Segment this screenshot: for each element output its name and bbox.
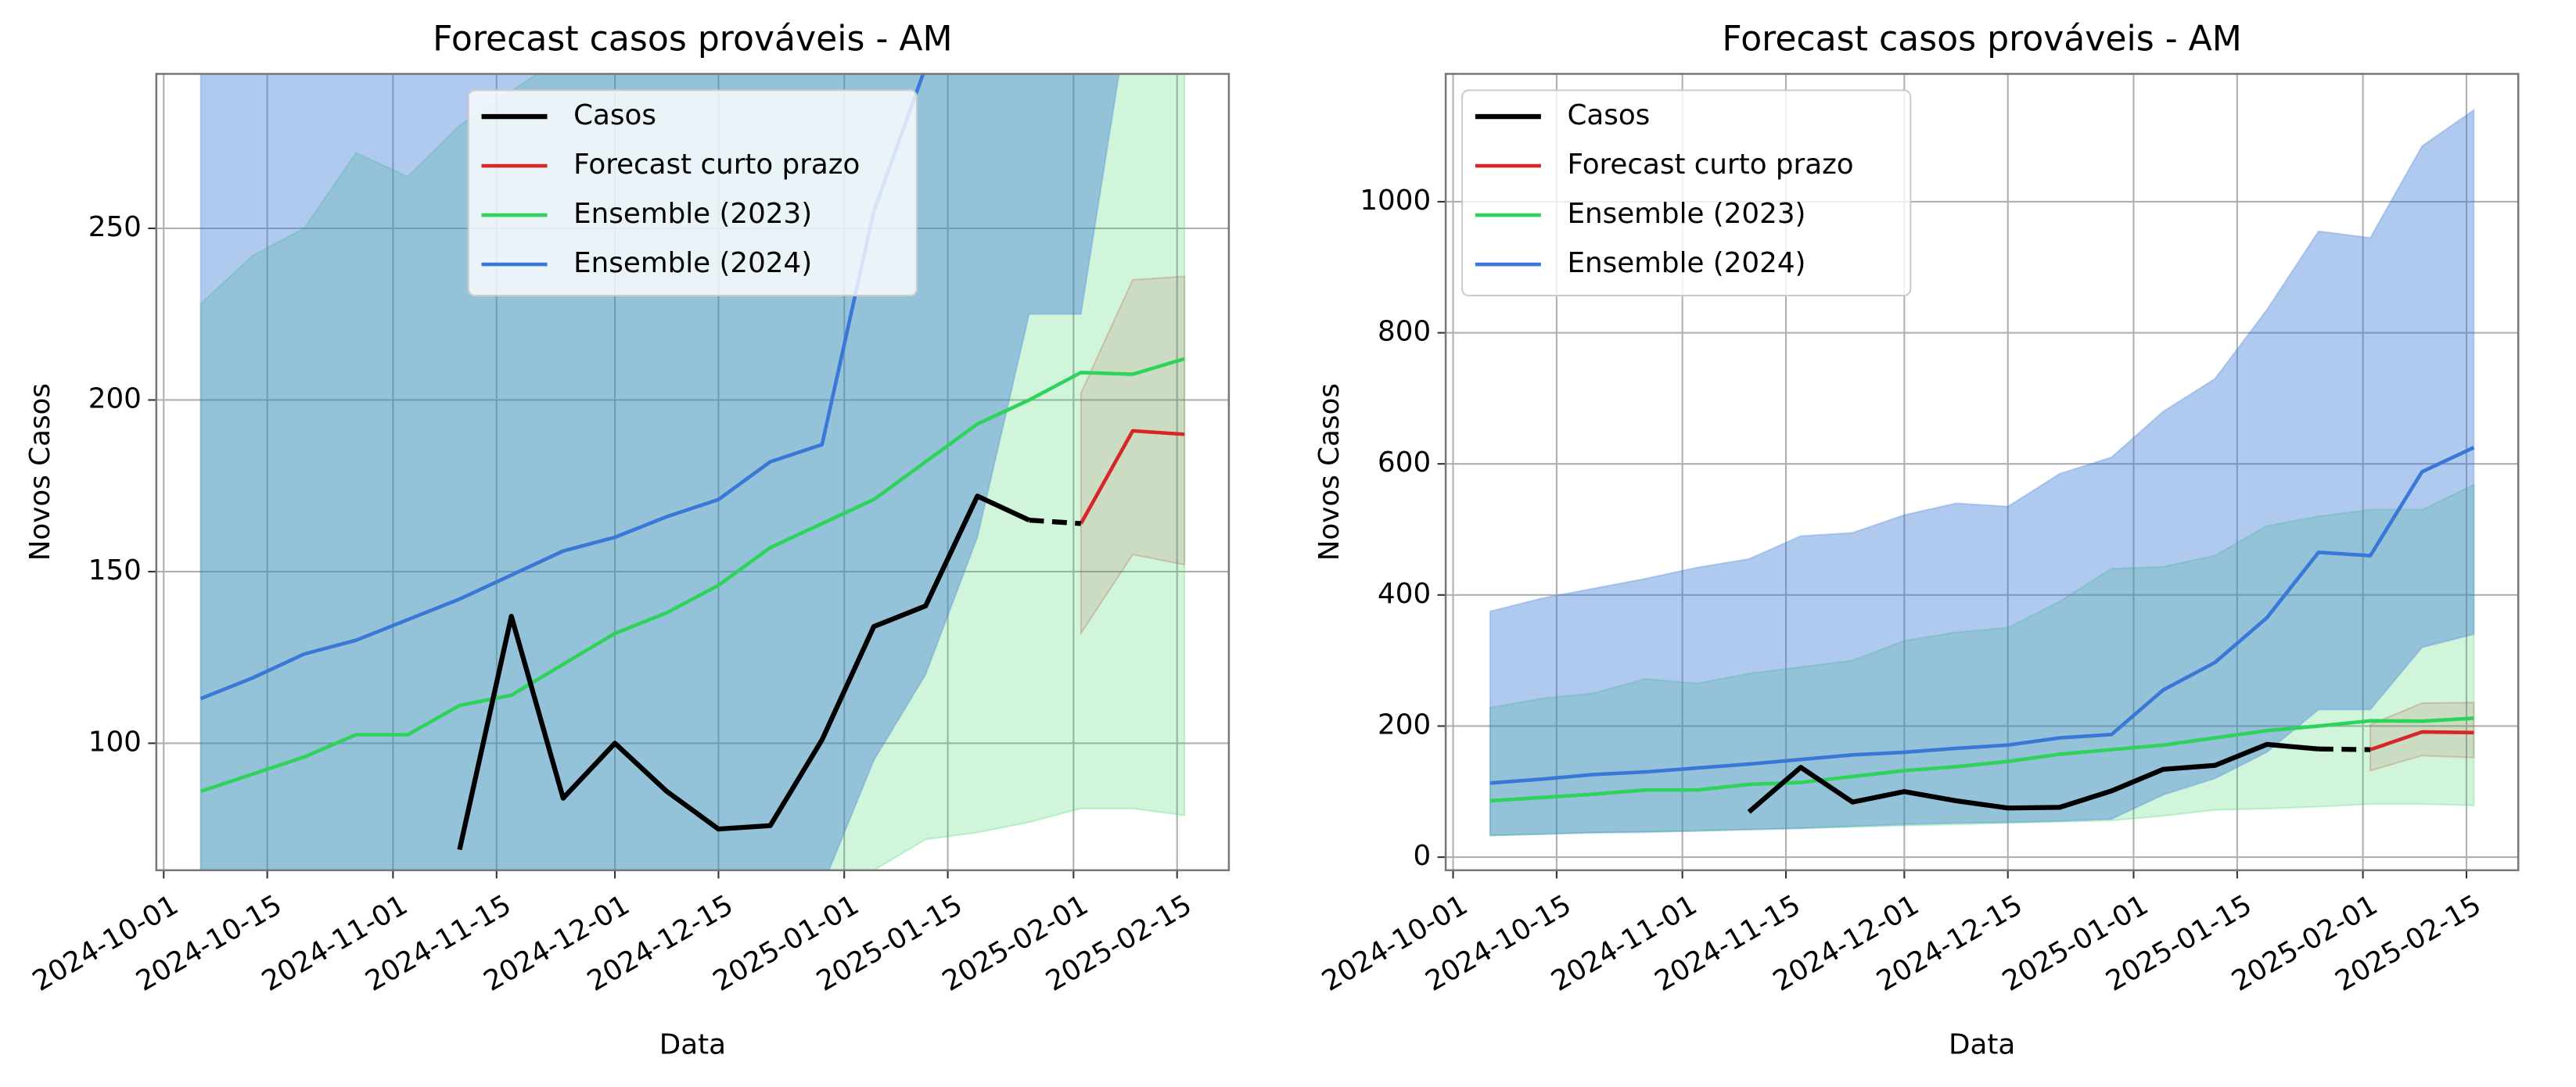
legend-label: Ensemble (2024) (1567, 247, 1805, 279)
y-tick-label: 100 (88, 726, 142, 758)
x-axis-label: Data (659, 1029, 726, 1061)
legend-label: Casos (573, 99, 656, 131)
legend-label: Forecast curto prazo (1567, 149, 1853, 181)
series-line (2369, 730, 2474, 752)
y-tick-label: 200 (1378, 709, 1431, 741)
y-tick-label: 400 (1378, 578, 1431, 610)
legend-label: Ensemble (2024) (573, 247, 812, 279)
subplot: 2024-10-012024-10-152024-11-012024-11-15… (1313, 19, 2520, 1061)
legend-label: Forecast curto prazo (573, 149, 860, 181)
y-tick-label: 200 (88, 382, 142, 414)
series-line (199, 74, 925, 701)
legend-box (1461, 89, 1912, 296)
series-line (199, 357, 1185, 794)
x-axis-label: Data (1949, 1029, 2015, 1061)
legend-label: Ensemble (2023) (573, 198, 812, 230)
confidence-band (199, 74, 1186, 870)
legend: Casos Forecast curto prazo Ensemble (2023)… (1461, 89, 1912, 296)
legend-box (467, 89, 918, 296)
confidence-band (1489, 483, 2475, 837)
legend-label: Ensemble (2023) (1567, 198, 1805, 230)
series-line-dashed (2318, 746, 2371, 752)
series-line-dashed (1029, 517, 1082, 526)
y-tick-label: 800 (1378, 316, 1431, 348)
y-tick-label: 250 (88, 211, 142, 243)
plot-area (1489, 108, 2475, 837)
series-line (1079, 429, 1185, 525)
chart-title: Forecast casos prováveis - AM (433, 19, 952, 59)
y-tick-label: 0 (1413, 840, 1431, 872)
y-axis-label: Novos Casos (24, 383, 56, 561)
y-tick-label: 1000 (1360, 185, 1431, 217)
axes-frame (155, 73, 1231, 872)
y-tick-label: 600 (1378, 447, 1431, 479)
confidence-band (1489, 108, 2475, 837)
legend: Casos Forecast curto prazo Ensemble (2023)… (467, 89, 918, 296)
y-tick-label: 150 (88, 554, 142, 587)
series-line (1489, 446, 2475, 785)
series-line (1747, 741, 2319, 814)
series-line (1489, 716, 2474, 803)
chart-title: Forecast casos prováveis - AM (1722, 19, 2241, 59)
y-axis-label: Novos Casos (1313, 383, 1345, 561)
axes-frame (1444, 73, 2520, 872)
series-line (457, 493, 1030, 851)
legend-label: Casos (1567, 99, 1650, 131)
